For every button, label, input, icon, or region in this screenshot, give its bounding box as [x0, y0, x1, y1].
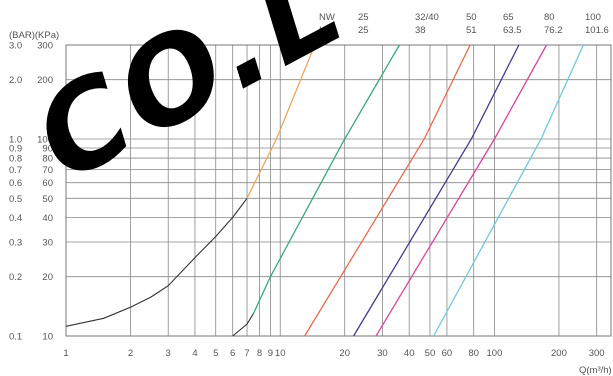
header-nw-value: 65 — [503, 12, 514, 23]
y-tick-label-kpa: 80 — [42, 154, 53, 165]
series-line — [353, 44, 520, 337]
header-inch-value: 63.5 — [503, 25, 522, 36]
x-tick-label: 60 — [442, 348, 453, 359]
y-tick-label-kpa: 50 — [42, 194, 53, 205]
x-tick-label: 20 — [339, 348, 350, 359]
x-tick-label: 7 — [244, 348, 249, 359]
y-tick-label-kpa: 300 — [37, 41, 53, 52]
y-tick-label-bar: 2.0 — [9, 75, 22, 86]
series-line — [304, 44, 471, 337]
x-tick-label: 100 — [487, 348, 503, 359]
x-tick-label: 200 — [551, 348, 567, 359]
y-tick-label-bar: 3.0 — [9, 41, 22, 52]
y-tick-label-kpa: 200 — [37, 75, 53, 86]
y-tick-label-kpa: 40 — [42, 213, 53, 224]
x-tick-label: 6 — [230, 348, 235, 359]
header-nw-value: 32/40 — [415, 12, 439, 23]
x-tick-label: 9 — [268, 348, 273, 359]
y-tick-label-bar: 1.0 — [9, 134, 22, 145]
x-tick-label: 300 — [589, 348, 605, 359]
series-line — [246, 44, 316, 199]
y-tick-label-bar: 0.8 — [9, 154, 22, 165]
x-tick-label: 80 — [468, 348, 479, 359]
x-tick-label: 30 — [377, 348, 388, 359]
y-tick-label-bar: 0.4 — [9, 213, 22, 224]
y-tick-label-kpa: 60 — [42, 178, 53, 189]
series-line-base — [232, 313, 254, 337]
y-tick-label-bar: 0.9 — [9, 144, 22, 155]
x-tick-label: 1 — [63, 348, 68, 359]
y-axis-unit-label: (BAR)(KPa) — [9, 30, 59, 41]
y-tick-label-kpa: 20 — [42, 272, 53, 283]
y-tick-label-bar: 0.7 — [9, 165, 22, 176]
chart-labels: 1 2 3 4 5 6 7 8 9 10 20 30 40 50 60 80 100 200 300100.1200… — [9, 12, 612, 376]
x-tick-label: 5 — [213, 348, 218, 359]
y-tick-label-kpa: 30 — [42, 238, 53, 249]
series-line — [433, 44, 584, 337]
x-tick-label: 50 — [425, 348, 436, 359]
y-tick-label-kpa: 10 — [42, 332, 53, 343]
x-tick-label: 4 — [192, 348, 197, 359]
x-tick-label: 40 — [404, 348, 415, 359]
x-tick-label: 8 — [257, 348, 262, 359]
series-line — [252, 44, 400, 314]
y-tick-label-bar: 0.3 — [9, 238, 22, 249]
header-nw-value: 50 — [466, 12, 477, 23]
y-tick-label-bar: 0.5 — [9, 194, 22, 205]
y-tick-label-kpa: 100 — [37, 134, 53, 145]
header-nw-value: 25 — [358, 12, 369, 23]
x-tick-label: 10 — [275, 348, 286, 359]
chart-grid — [65, 44, 612, 337]
header-inch-value: 101.6 — [585, 25, 609, 36]
y-tick-label-bar: 0.2 — [9, 272, 22, 283]
x-axis-label: Q(m³/h) — [579, 365, 612, 376]
x-tick-label: 3 — [166, 348, 171, 359]
header-nw-value: 100 — [585, 12, 601, 23]
header-inch-value: 76.2 — [544, 25, 563, 36]
y-tick-label-kpa: 90 — [42, 144, 53, 155]
series-line-base — [65, 197, 248, 327]
y-tick-label-bar: 0.1 — [9, 332, 22, 343]
header-inch-value: 51 — [466, 25, 477, 36]
y-tick-label-bar: 0.6 — [9, 178, 22, 189]
header-nw-label: NW — [319, 12, 335, 23]
header-inch-value: 25 — [358, 25, 369, 36]
series-line — [375, 44, 548, 337]
header-inch-value: 38 — [415, 25, 426, 36]
chart-series — [65, 44, 584, 337]
plot-border — [65, 44, 612, 337]
header-nw-value: 80 — [544, 12, 555, 23]
header-inch-label: Inch — [319, 25, 337, 36]
x-tick-label: 2 — [128, 348, 133, 359]
y-tick-label-kpa: 70 — [42, 165, 53, 176]
